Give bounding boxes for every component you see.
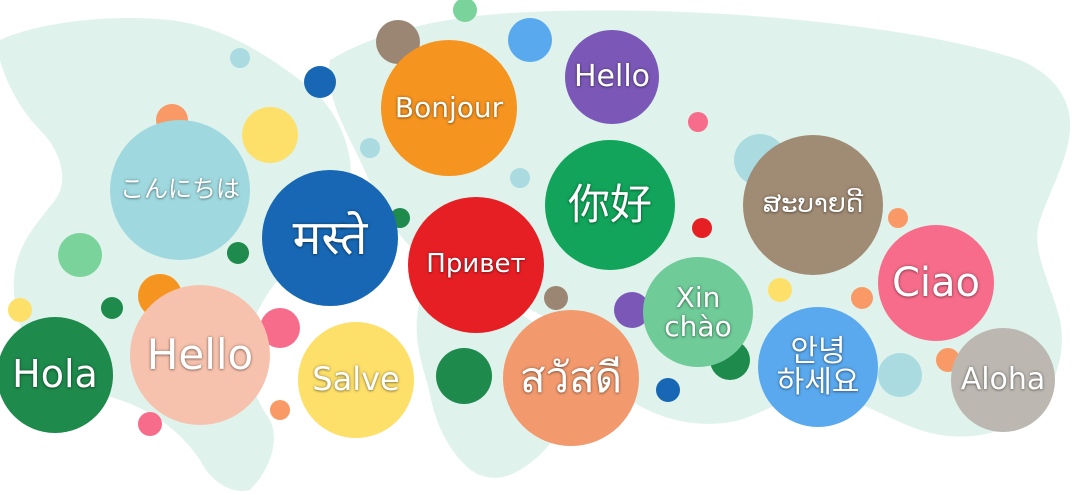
greeting-bubble: मस्ते: [262, 170, 398, 306]
decorative-dot: [692, 218, 712, 238]
greeting-bubble: Ciao: [878, 225, 994, 341]
greeting-text: Bonjour: [394, 91, 504, 125]
decorative-dot: [242, 107, 298, 163]
decorative-dot: [510, 168, 530, 188]
decorative-dot: [851, 287, 873, 309]
decorative-dot: [304, 66, 336, 98]
decorative-dot: [8, 298, 32, 322]
decorative-dot: [101, 297, 123, 319]
greeting-bubble: Xin chào: [643, 257, 753, 367]
decorative-dot: [453, 0, 477, 22]
decorative-dot: [230, 48, 250, 68]
greeting-bubble: Hello: [130, 285, 270, 425]
greeting-text: สวัสดี: [519, 352, 623, 402]
decorative-dot: [888, 208, 908, 228]
greeting-text: Привет: [426, 249, 526, 280]
greeting-text: Xin chào: [664, 280, 732, 343]
greeting-text: मस्ते: [292, 209, 368, 266]
decorative-dot: [508, 18, 552, 62]
greeting-bubble: 안녕 하세요: [758, 307, 878, 427]
greeting-bubble: Hello: [565, 30, 659, 124]
greeting-text: Salve: [312, 360, 400, 399]
greeting-text: 안녕 하세요: [776, 333, 860, 400]
greeting-text: Aloha: [960, 362, 1046, 398]
greeting-bubble: 你好: [545, 140, 675, 270]
decorative-dot: [227, 242, 249, 264]
decorative-dot: [878, 353, 922, 397]
decorative-dot: [270, 400, 290, 420]
decorative-dot: [360, 138, 380, 158]
greeting-bubble: Salve: [298, 322, 414, 438]
decorative-dot: [768, 278, 792, 302]
greeting-bubble: Hola: [0, 317, 113, 433]
decorative-dot: [138, 412, 162, 436]
greeting-bubble: Bonjour: [381, 40, 517, 176]
greeting-text: 你好: [567, 179, 652, 229]
greeting-text: Hello: [573, 59, 651, 95]
decorative-dot: [544, 286, 568, 310]
greeting-text: こんにちは: [120, 175, 240, 204]
greeting-bubble: Aloha: [951, 328, 1055, 432]
greeting-text: Ciao: [891, 260, 981, 306]
decorative-dot: [436, 348, 492, 404]
decorative-dot: [688, 112, 708, 132]
greeting-bubble: ສະບາຍດີ: [743, 135, 883, 275]
greeting-bubble: こんにちは: [110, 120, 250, 260]
greeting-text: ສະບາຍດີ: [762, 189, 864, 220]
greeting-bubble: สวัสดี: [503, 310, 639, 446]
decorative-dot: [656, 378, 680, 402]
greeting-text: Hola: [12, 352, 98, 397]
greeting-bubble: Привет: [408, 197, 544, 333]
greeting-text: Hello: [146, 329, 254, 379]
decorative-dot: [58, 233, 102, 277]
